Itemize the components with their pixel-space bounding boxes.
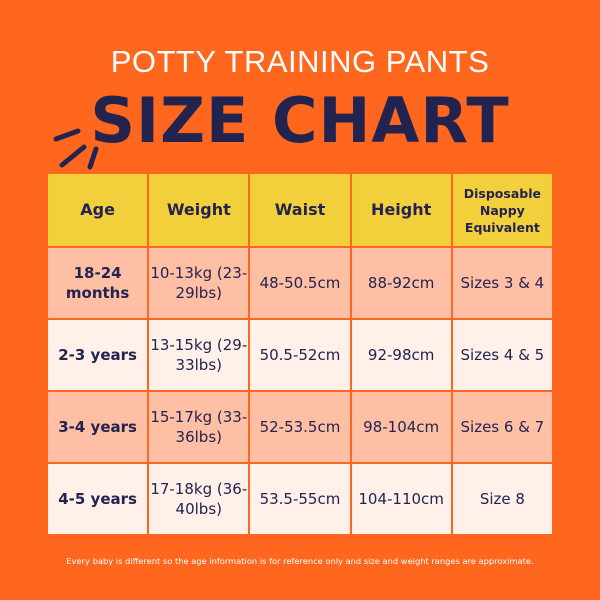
cell-weight: 15-17kg (33-36lbs) (149, 392, 249, 462)
cell-waist: 48-50.5cm (250, 248, 350, 318)
cell-waist: 50.5-52cm (250, 320, 350, 390)
cell-weight: 17-18kg (36-40lbs) (149, 464, 249, 534)
column-header: Disposable Nappy Equivalent (452, 174, 552, 246)
cell-height: 98-104cm (351, 392, 451, 462)
table-row: 4-5 years 17-18kg (36-40lbs) 53.5-55cm 104-… (48, 464, 552, 534)
column-header: Height (351, 174, 451, 246)
cell-height: 92-98cm (351, 320, 451, 390)
cell-height: 88-92cm (351, 248, 451, 318)
table-row: 2-3 years 13-15kg (29-33lbs) 50.5-52cm 92-9… (48, 320, 552, 390)
subtitle: POTTY TRAINING PANTS (110, 44, 490, 79)
cell-age: 18-24 months (48, 248, 148, 318)
cell-waist: 52-53.5cm (250, 392, 350, 462)
cell-nappy: Sizes 3 & 4 (452, 248, 552, 318)
column-header: Waist (250, 174, 350, 246)
page-title: SIZE CHART (90, 84, 510, 157)
cell-age: 2-3 years (48, 320, 148, 390)
sparkle-lines-icon (53, 128, 99, 170)
cell-age: 3-4 years (48, 392, 148, 462)
cell-weight: 13-15kg (29-33lbs) (149, 320, 249, 390)
cell-nappy: Size 8 (452, 464, 552, 534)
column-header: Weight (149, 174, 249, 246)
cell-nappy: Sizes 4 & 5 (452, 320, 552, 390)
table-row: 18-24 months 10-13kg (23-29lbs) 48-50.5cm 8… (48, 248, 552, 318)
footnote: Every baby is different so the age infor… (66, 556, 534, 566)
column-header: Age (48, 174, 148, 246)
cell-height: 104-110cm (351, 464, 451, 534)
cell-age: 4-5 years (48, 464, 148, 534)
cell-nappy: Sizes 6 & 7 (452, 392, 552, 462)
cell-weight: 10-13kg (23-29lbs) (149, 248, 249, 318)
size-chart-table: Age Weight Waist Height Disposable Nappy… (46, 172, 554, 536)
cell-waist: 53.5-55cm (250, 464, 350, 534)
header-row: Age Weight Waist Height Disposable Nappy… (48, 174, 552, 246)
table-row: 3-4 years 15-17kg (33-36lbs) 52-53.5cm 98-1… (48, 392, 552, 462)
